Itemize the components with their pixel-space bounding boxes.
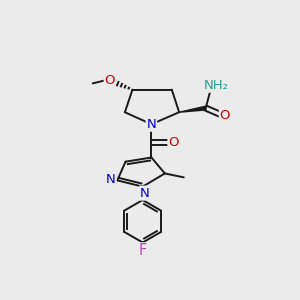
Text: O: O <box>105 74 115 87</box>
Text: NH₂: NH₂ <box>204 79 229 92</box>
Text: N: N <box>140 187 149 200</box>
Text: O: O <box>220 109 230 122</box>
Text: F: F <box>139 243 147 258</box>
Text: N: N <box>147 118 156 131</box>
Text: O: O <box>168 136 179 149</box>
Polygon shape <box>179 106 206 112</box>
Text: N: N <box>147 118 156 131</box>
Text: O: O <box>220 109 230 122</box>
Text: N: N <box>106 173 116 186</box>
Text: O: O <box>168 136 179 149</box>
Text: F: F <box>139 243 147 258</box>
Text: O: O <box>105 74 115 87</box>
Text: N: N <box>140 187 149 200</box>
Text: N: N <box>106 173 116 186</box>
Text: NH₂: NH₂ <box>204 79 229 92</box>
